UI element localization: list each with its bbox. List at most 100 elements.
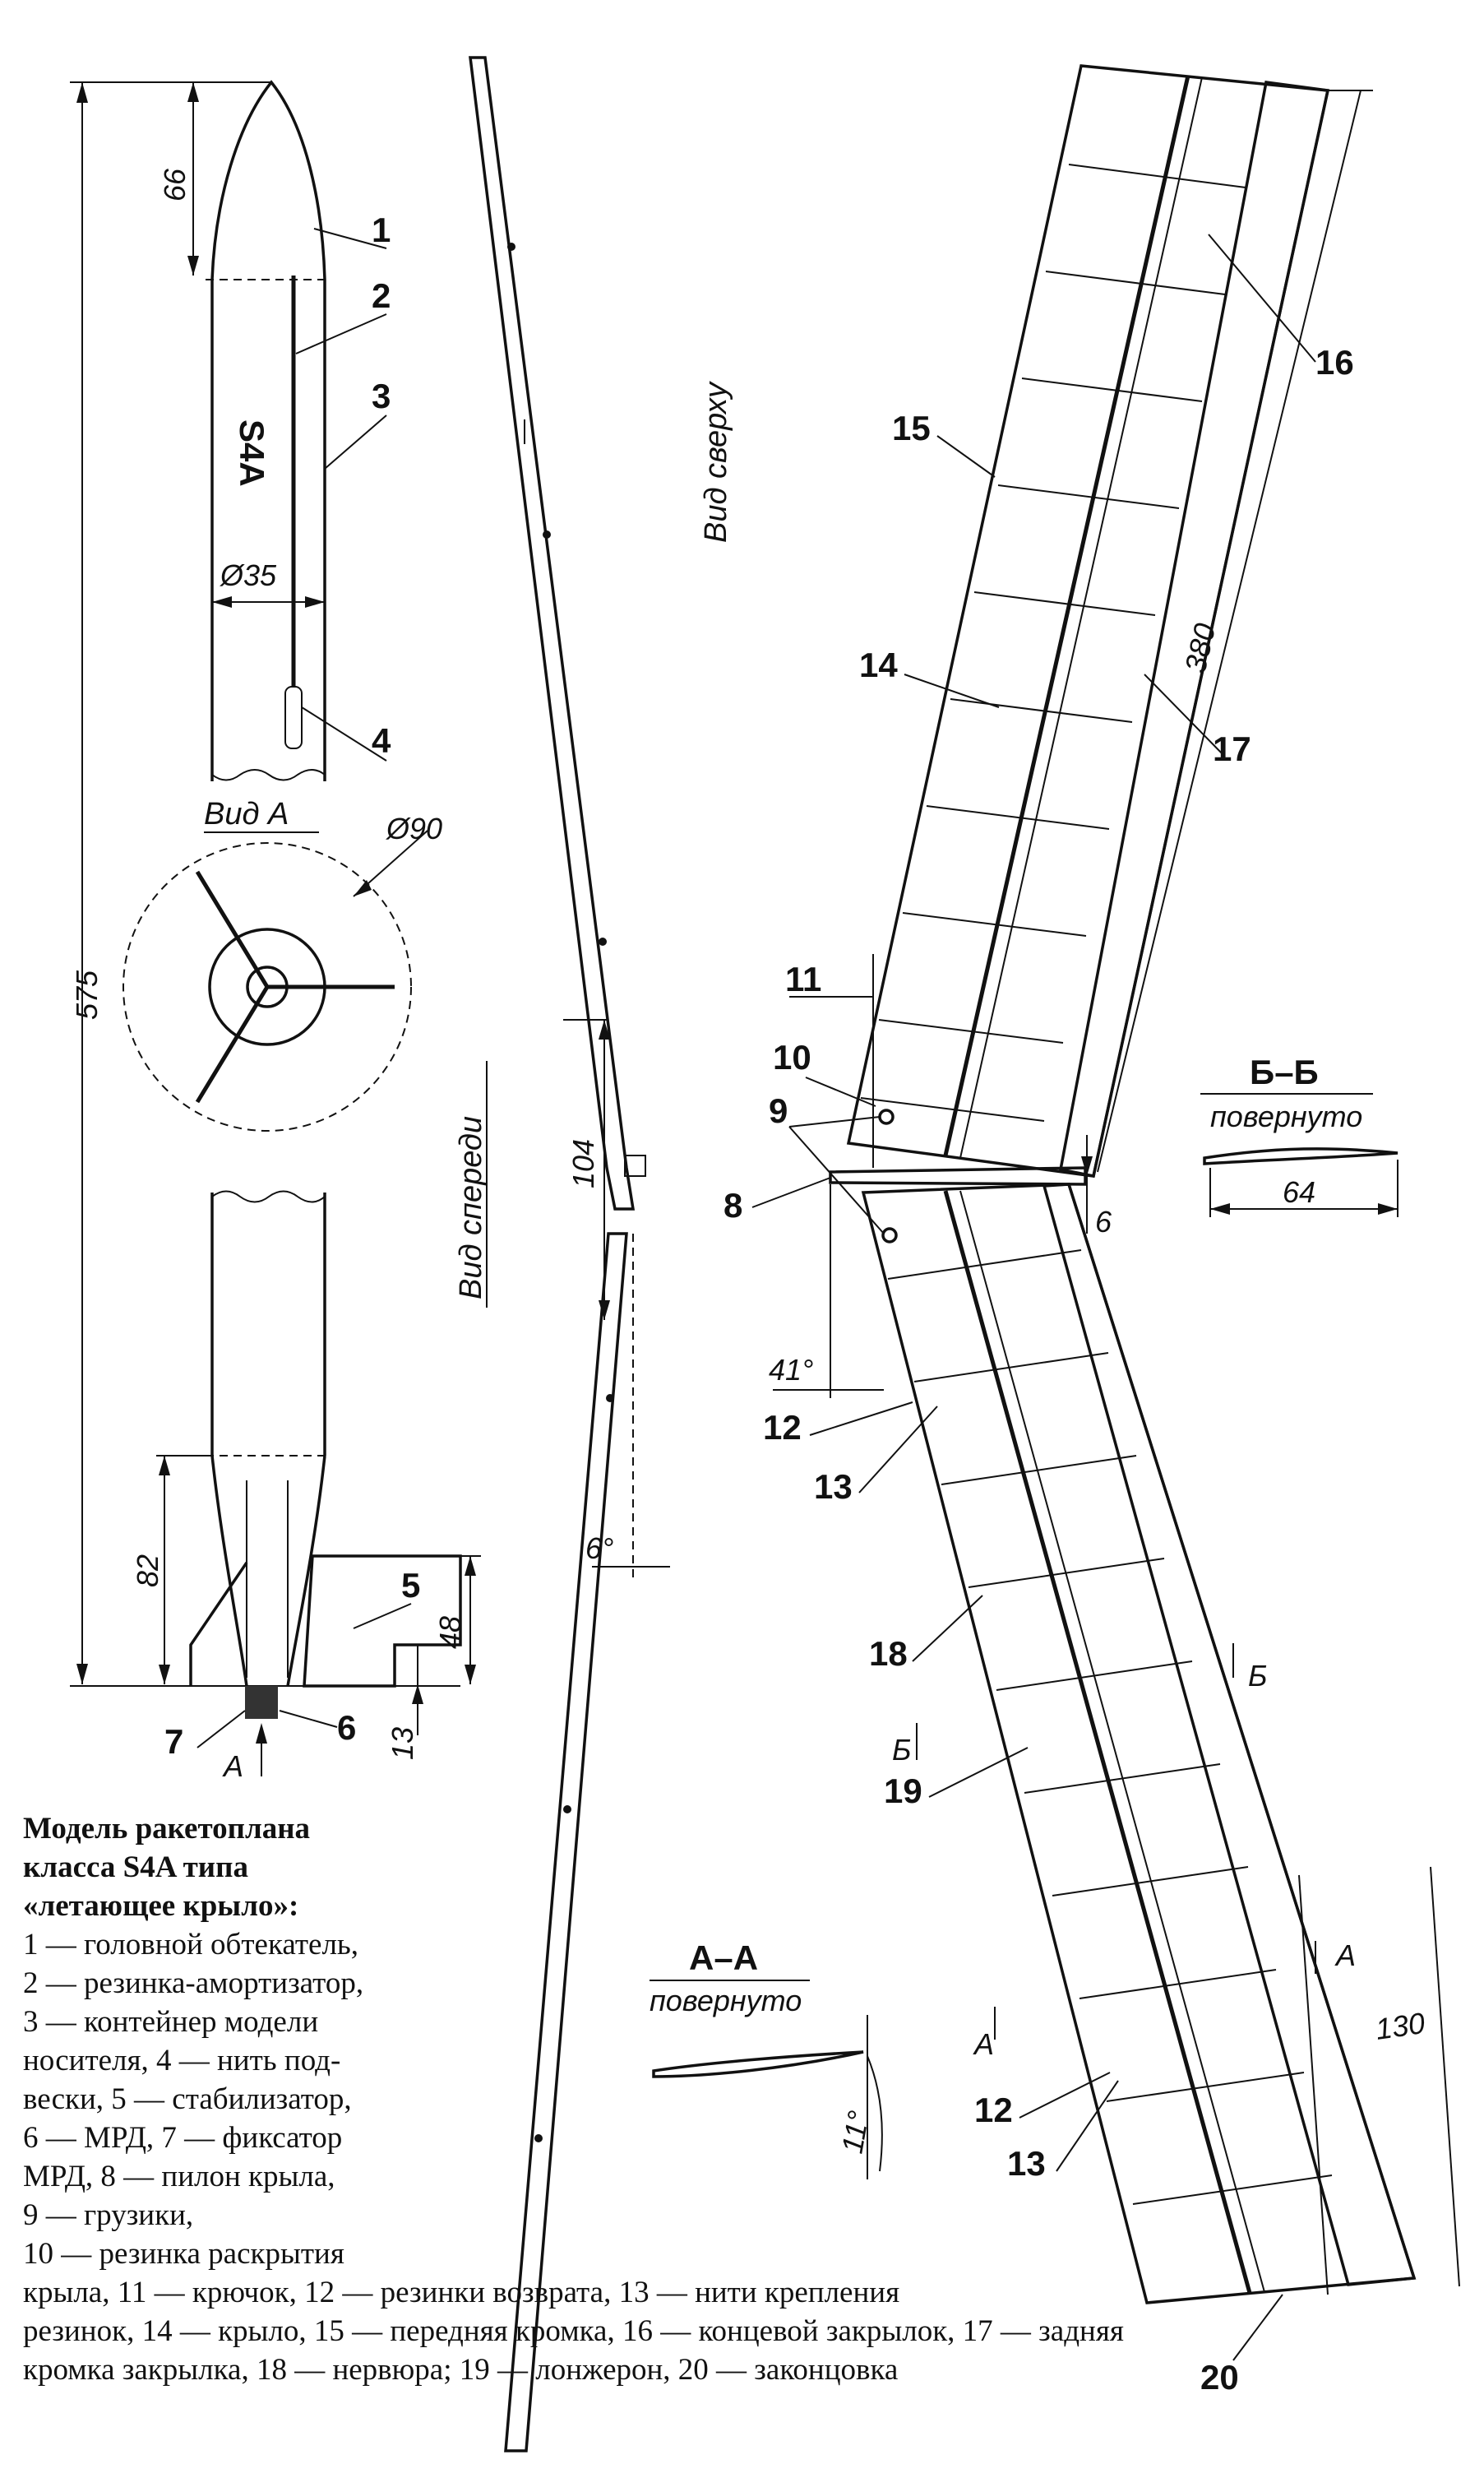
arrow-head <box>76 1664 88 1684</box>
arrow-head <box>465 1556 476 1576</box>
callout-8: 8 <box>724 1186 742 1225</box>
callout-2-leader <box>296 314 386 354</box>
callout-12-leader <box>810 1402 913 1435</box>
front-wing-dot <box>606 1394 614 1402</box>
weight-upper <box>880 1110 893 1123</box>
callout-16: 16 <box>1315 343 1354 382</box>
callout-6-leader <box>280 1711 337 1727</box>
arrow-head <box>354 880 372 896</box>
wing-rib <box>888 1250 1081 1279</box>
callout-19: 19 <box>884 1771 922 1810</box>
lower-wing-spar-second <box>960 1191 1264 2292</box>
arrow-head <box>599 1020 610 1040</box>
callout-15: 15 <box>892 409 931 447</box>
wing-rib <box>950 699 1132 722</box>
arrow-head <box>412 1684 423 1704</box>
callout-3-leader <box>325 415 386 469</box>
callout-17: 17 <box>1213 729 1251 768</box>
body-break-line-bottom <box>212 1192 325 1202</box>
section-bb-profile <box>1204 1149 1398 1164</box>
section-aa-angle-arc <box>867 2056 882 2171</box>
caption-line: носителя, 4 — нить под- <box>23 2044 341 2077</box>
caption-line: МРД, 8 — пилон крыла, <box>23 2160 335 2193</box>
upper-wing-spar <box>945 76 1188 1156</box>
stabilizer-fin <box>197 987 267 1102</box>
wing-rib <box>1069 164 1246 188</box>
arrow-head <box>76 82 88 103</box>
arrow-head <box>1378 1203 1398 1215</box>
callout-14-leader <box>904 674 999 707</box>
front-wing-dot <box>599 938 607 946</box>
view-a-marker: А <box>222 1749 243 1783</box>
callout-5-leader <box>354 1604 411 1628</box>
nose-length-label: 66 <box>158 168 192 201</box>
callout-13-leader <box>859 1406 937 1493</box>
callout-15-leader <box>937 436 995 477</box>
callout-19-leader <box>929 1748 1028 1797</box>
wing-rib <box>903 913 1086 936</box>
wing-rib <box>974 592 1155 615</box>
arrow-head <box>159 1665 170 1684</box>
callout-6: 6 <box>337 1708 356 1747</box>
wing-rib <box>998 485 1179 508</box>
lower-wing-ribs <box>888 1250 1332 2204</box>
callout-18-leader <box>913 1595 982 1661</box>
section-aa-label: А–А <box>689 1938 758 1977</box>
section-aa-rotated: повернуто <box>650 1984 802 2017</box>
wing-rib <box>1022 378 1202 401</box>
dihedral-label: 6° <box>585 1531 613 1565</box>
callout-16-leader <box>1209 234 1315 362</box>
body-break-line-top <box>212 770 325 780</box>
section-a-marker-right: А <box>1334 1938 1356 1972</box>
caption-title-line: класса S4A типа <box>23 1850 248 1884</box>
callout-13: 13 <box>814 1467 853 1506</box>
caption-line: кромка закрылка, 18 — нервюра; 19 — лонж… <box>23 2353 899 2387</box>
callout-14: 14 <box>859 646 898 684</box>
flap-chord-label: 64 <box>1283 1175 1315 1209</box>
lower-wing-spar <box>945 1191 1250 2293</box>
stabilizer-span-circle <box>123 843 411 1131</box>
wing-rib <box>1046 271 1225 294</box>
motor-retainer <box>245 1686 278 1719</box>
callout-5: 5 <box>401 1566 420 1605</box>
callout-2: 2 <box>372 276 391 315</box>
arrow-head <box>159 1456 170 1475</box>
wing-rib <box>914 1353 1108 1382</box>
root-chord-dimension-line-right <box>1431 1867 1459 2286</box>
front-wing-dot <box>543 530 551 539</box>
caption-line: 10 — резинка раскрытия <box>23 2237 344 2271</box>
section-bb-label: Б–Б <box>1250 1053 1319 1091</box>
front-wing-dot <box>563 1805 571 1813</box>
callout-20-leader <box>1233 2295 1283 2360</box>
pylon-block <box>624 1155 646 1177</box>
rocket-body: 575 66 Ø35 S4A Вид А <box>70 82 481 1783</box>
callout-3: 3 <box>372 377 391 415</box>
stabilizer-side-left <box>191 1563 247 1686</box>
wing-length-dimension-line <box>1098 90 1361 1172</box>
nose-cone <box>212 82 325 280</box>
caption-line: резинок, 14 — крыло, 15 — передняя кромк… <box>23 2314 1124 2348</box>
arrow-head <box>1081 1156 1093 1176</box>
caption-line: 6 — МРД, 7 — фиксатор <box>23 2121 343 2155</box>
wing-rib <box>927 806 1109 829</box>
wing-pylon <box>830 1168 1085 1184</box>
wing-rib <box>1133 2175 1332 2204</box>
stabilizer-span-label: Ø90 <box>386 812 442 845</box>
section-aa-angle: 11° <box>835 2108 876 2156</box>
caption-line: 9 — грузики, <box>23 2198 194 2232</box>
wing-rib <box>969 1558 1164 1587</box>
arrow-head <box>1210 1203 1230 1215</box>
section-b-marker-right: Б <box>1248 1659 1267 1693</box>
top-view-wing: 41° 380 6 130 Б Б А А 15 16 <box>724 66 1459 2397</box>
callout-10: 10 <box>773 1038 811 1077</box>
tail-cone <box>212 1456 325 1686</box>
caption-line: крыла, 11 — крючок, 12 — резинки возврат… <box>23 2276 900 2309</box>
caption-line: 2 — резинка-амортизатор, <box>23 1966 364 2000</box>
callout-10-leader <box>806 1077 876 1106</box>
view-front-label: Вид спереди <box>454 1116 488 1299</box>
callout-7-leader <box>197 1711 245 1748</box>
callout-12: 12 <box>763 1408 802 1447</box>
figure-caption: Модель ракетоплана класса S4A типа «лета… <box>23 1809 1470 2389</box>
front-wing-lower-panel <box>506 1234 626 2451</box>
